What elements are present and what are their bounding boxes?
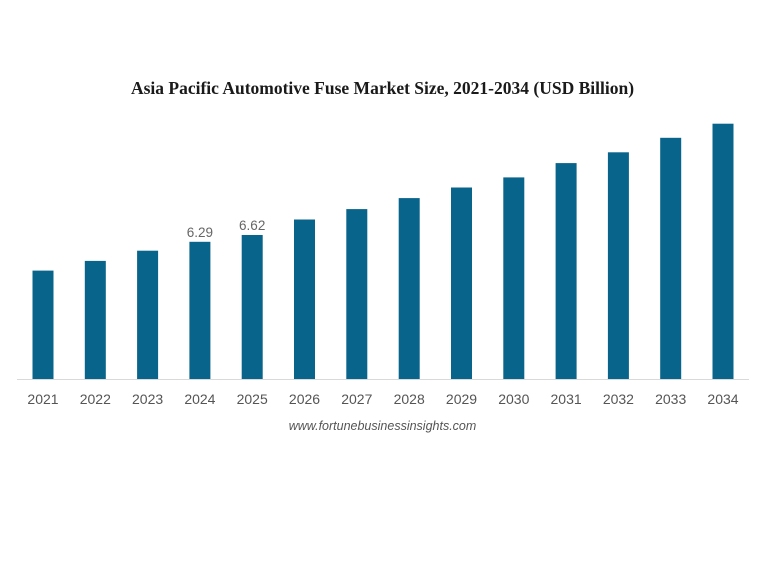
bar-2033 [660, 137, 682, 379]
bar-2023 [137, 250, 159, 379]
x-tick-label-2024: 2024 [184, 391, 215, 407]
bar-2034 [712, 123, 734, 379]
x-tick-label-2029: 2029 [446, 391, 477, 407]
data-label-2025: 6.62 [239, 218, 265, 233]
data-label-2024: 6.29 [187, 225, 213, 240]
bar-2026 [294, 219, 315, 379]
bar-2031 [555, 163, 577, 379]
x-tick-label-2032: 2032 [603, 391, 634, 407]
x-tick-label-2031: 2031 [551, 391, 582, 407]
x-tick-label-2028: 2028 [394, 391, 425, 407]
bar-2024 [189, 241, 211, 379]
bar-2021 [32, 270, 54, 379]
bar-2028 [398, 198, 420, 379]
source-note: www.fortunebusinessinsights.com [288, 419, 477, 433]
x-tick-label-2026: 2026 [289, 391, 320, 407]
x-tick-label-2022: 2022 [80, 391, 111, 407]
x-tick-label-2023: 2023 [132, 391, 163, 407]
x-tick-label-2027: 2027 [341, 391, 372, 407]
x-tick-label-2025: 2025 [237, 391, 268, 407]
bar-2030 [503, 177, 525, 379]
x-tick-label-2021: 2021 [27, 391, 58, 407]
bar-2027 [346, 209, 368, 379]
x-tick-label-2034: 2034 [707, 391, 738, 407]
bar-2022 [84, 260, 106, 379]
bar-2025 [241, 235, 263, 379]
bar-2029 [451, 187, 472, 379]
chart-title: Asia Pacific Automotive Fuse Market Size… [130, 78, 635, 98]
bar-2032 [607, 152, 629, 379]
x-tick-label-2030: 2030 [498, 391, 529, 407]
x-tick-label-2033: 2033 [655, 391, 686, 407]
